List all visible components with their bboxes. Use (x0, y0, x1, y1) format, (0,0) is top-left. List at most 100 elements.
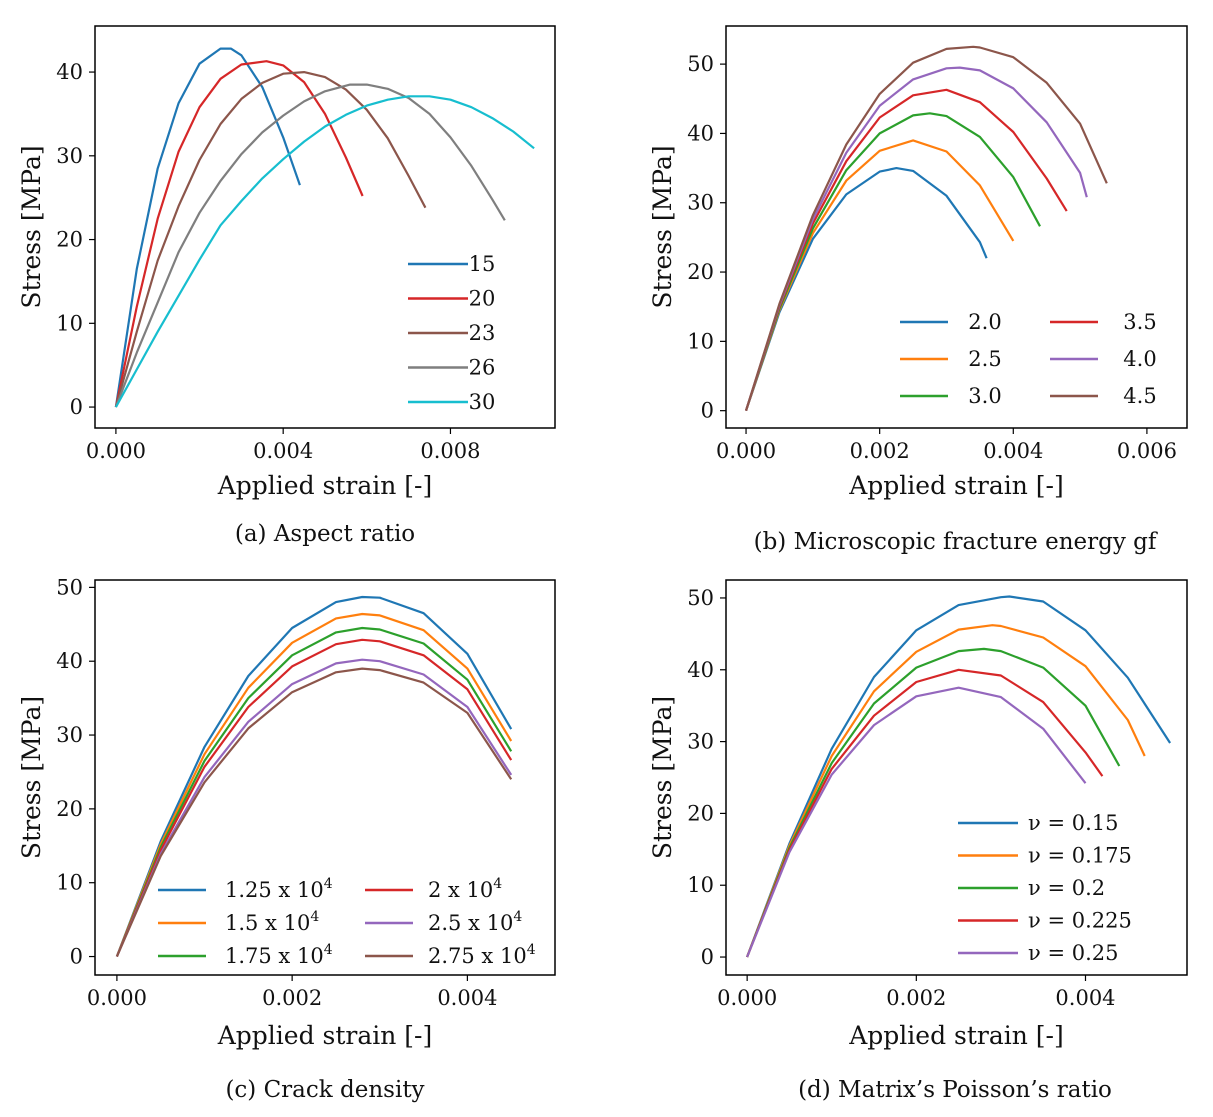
series-line-0-25 (746, 686, 1087, 958)
series-line-0-15 (746, 595, 1172, 958)
legend-label: ν = 0.225 (1028, 909, 1132, 933)
y-tick-label: 30 (56, 723, 83, 747)
legend-label: 3.5 (1123, 310, 1156, 334)
y-tick-label: 0 (701, 399, 714, 423)
panel-b: 0.000 0.002 0.004 0.006 0 10 20 30 40 50 Applied s… (648, 25, 1188, 555)
x-tick-label: 0.000 (717, 986, 777, 1010)
legend-label: 2.75 x 104 (428, 942, 536, 968)
x-tick-label: 0.000 (86, 439, 146, 463)
y-tick-label: 50 (56, 575, 83, 599)
series-line-2-5-x-10-4 (115, 658, 513, 957)
panel-caption: (b) Microscopic fracture energy gf (754, 529, 1158, 555)
series-line-0-175 (746, 624, 1146, 958)
x-tick-label: 0.000 (716, 439, 776, 463)
y-tick-label: 20 (56, 228, 83, 252)
y-tick-label: 40 (687, 121, 714, 145)
y-tick-label: 20 (56, 797, 83, 821)
panel-c: 0.000 0.002 0.004 0 10 20 30 40 50 Applied strain… (17, 575, 556, 1103)
x-tick-label: 0.004 (437, 986, 497, 1010)
series-line-4-5 (744, 45, 1108, 412)
series-line-1-5-x-10-4 (115, 612, 513, 957)
legend-label: 2.0 (968, 310, 1001, 334)
legend-label: 2 x 104 (428, 876, 502, 902)
legend-label: 1.5 x 104 (225, 909, 319, 935)
x-axis-label: Applied strain [-] (217, 1021, 433, 1050)
plot-frame (94, 579, 556, 976)
y-tick-label: 30 (687, 191, 714, 215)
legend-label: 2.5 x 104 (428, 909, 522, 935)
y-tick-label: 50 (687, 52, 714, 76)
legend-label: 1.75 x 104 (225, 942, 333, 968)
panel-caption: (d) Matrix’s Poisson’s ratio (798, 1077, 1112, 1103)
series-line-1-25-x-10-4 (115, 595, 513, 957)
series-line-2-x-10-4 (115, 638, 513, 957)
y-axis-label: Stress [MPa] (648, 696, 677, 859)
legend-label: 1.25 x 104 (225, 876, 333, 902)
x-tick-label: 0.004 (1055, 986, 1115, 1010)
legend-label: ν = 0.2 (1028, 876, 1105, 900)
x-tick-label: 0.002 (886, 986, 946, 1010)
series-line-2-75-x-10-4 (115, 667, 513, 957)
y-tick-label: 20 (687, 260, 714, 284)
series-line-2-0 (744, 167, 988, 412)
y-tick-label: 10 (56, 871, 83, 895)
legend-label: ν = 0.175 (1028, 844, 1132, 868)
y-axis-label: Stress [MPa] (17, 145, 46, 308)
legend: 15 20 23 26 30 (408, 252, 495, 414)
legend-label: 26 (469, 356, 496, 380)
y-tick-label: 50 (687, 586, 714, 610)
series-line-26 (114, 83, 506, 408)
x-tick-label: 0.008 (420, 439, 480, 463)
series-line-15 (114, 47, 301, 408)
legend-label: 3.0 (968, 384, 1001, 408)
x-axis-label: Applied strain [-] (848, 471, 1064, 500)
series-line-23 (114, 71, 427, 408)
legend: ν = 0.15 ν = 0.175 ν = 0.2 ν = 0.225 ν = 0.2… (958, 811, 1132, 965)
legend-label: 4.5 (1123, 384, 1156, 408)
series-line-3-5 (744, 88, 1068, 412)
panel-caption: (a) Aspect ratio (235, 521, 415, 547)
x-tick-label: 0.002 (850, 439, 910, 463)
x-tick-label: 0.002 (262, 986, 322, 1010)
plot-frame (94, 25, 556, 429)
legend-label: 4.0 (1123, 347, 1156, 371)
legend-label: 15 (469, 252, 496, 276)
y-tick-label: 10 (56, 311, 83, 335)
legend: 2.0 2.5 3.0 3.5 4.0 4.5 (900, 310, 1157, 408)
series-line-1-75-x-10-4 (115, 626, 513, 957)
series-line-30 (114, 95, 535, 408)
x-axis-label: Applied strain [-] (217, 471, 433, 500)
y-tick-label: 10 (687, 873, 714, 897)
y-tick-label: 40 (56, 60, 83, 84)
legend-label: ν = 0.15 (1028, 811, 1118, 835)
series-line-3-0 (744, 112, 1041, 412)
y-tick-label: 40 (687, 658, 714, 682)
legend-label: 23 (469, 321, 496, 345)
y-tick-label: 0 (70, 395, 83, 419)
legend-label: 30 (469, 390, 496, 414)
y-tick-label: 20 (687, 801, 714, 825)
panel-a: 0.000 0.004 0.008 0 10 20 30 40 Applied strain [… (17, 25, 556, 547)
x-tick-label: 0.006 (1117, 439, 1177, 463)
plot-frame (725, 25, 1188, 429)
y-tick-label: 0 (701, 945, 714, 969)
y-tick-label: 30 (687, 730, 714, 754)
y-tick-label: 40 (56, 649, 83, 673)
y-axis-label: Stress [MPa] (17, 696, 46, 859)
plot-frame (725, 579, 1188, 976)
panel-d: 0.000 0.002 0.004 0 10 20 30 40 50 Applied strain… (648, 579, 1188, 1103)
y-tick-label: 30 (56, 144, 83, 168)
x-tick-label: 0.004 (253, 439, 313, 463)
y-axis-label: Stress [MPa] (648, 145, 677, 308)
legend-label: 2.5 (968, 347, 1001, 371)
x-tick-label: 0.004 (983, 439, 1043, 463)
y-tick-label: 10 (687, 329, 714, 353)
x-axis-label: Applied strain [-] (848, 1021, 1064, 1050)
x-tick-label: 0.000 (87, 986, 147, 1010)
legend: 1.25 x 104 1.5 x 104 1.75 x 104 2 x 104 2.5 … (158, 876, 536, 968)
series-line-0-2 (746, 647, 1121, 958)
legend-label: 20 (469, 287, 496, 311)
series-line-0-225 (746, 668, 1104, 958)
panel-caption: (c) Crack density (225, 1077, 424, 1103)
